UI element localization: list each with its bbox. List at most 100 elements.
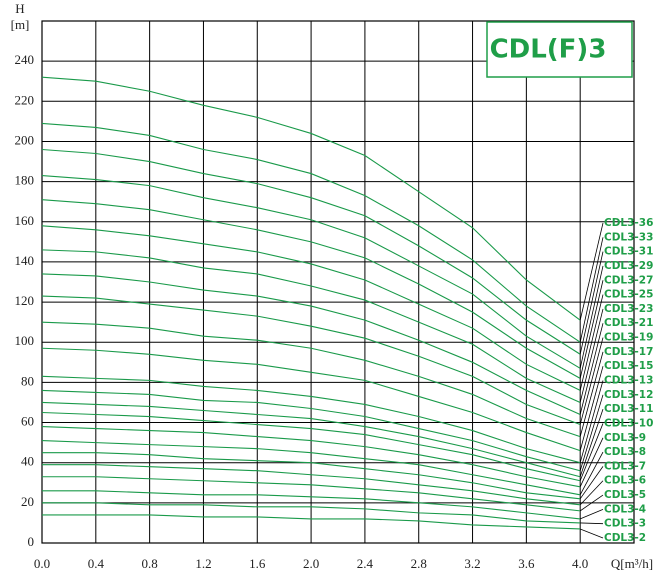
chart-title: CDL(F)3 xyxy=(490,35,607,65)
x-tick-label: 1.2 xyxy=(195,556,211,571)
legend-label: CDL3-5 xyxy=(604,489,646,501)
legend-label: CDL3-2 xyxy=(604,532,646,544)
legend-label: CDL3-27 xyxy=(604,274,653,286)
y-tick-label: 200 xyxy=(15,132,35,147)
plot-frame xyxy=(41,20,635,544)
legend-label: CDL3-10 xyxy=(604,417,653,429)
y-tick-label: 140 xyxy=(15,253,35,268)
x-axis-label: Q[m³/h] xyxy=(611,556,653,571)
pump-curve xyxy=(41,347,581,452)
legend-label: CDL3-17 xyxy=(604,346,653,358)
legend-label: CDL3-3 xyxy=(604,518,646,530)
legend-label: CDL3-33 xyxy=(604,231,653,243)
leader-line xyxy=(579,323,604,415)
legend-label: CDL3-12 xyxy=(604,389,653,401)
pump-curve xyxy=(41,122,581,343)
pump-curve xyxy=(41,249,581,403)
y-tick-label: 180 xyxy=(15,173,35,188)
y-axis-unit: [m] xyxy=(11,17,30,32)
pump-curve xyxy=(41,273,581,416)
legend-label: CDL3-23 xyxy=(604,303,653,315)
y-tick-label: 40 xyxy=(21,454,34,469)
pump-curve xyxy=(41,440,581,496)
title-box xyxy=(486,21,633,78)
pump-curve xyxy=(42,464,581,506)
legend-label: CDL3-6 xyxy=(604,475,646,487)
pump-curve xyxy=(42,452,581,500)
y-axis-label: H xyxy=(15,1,24,16)
leader-line xyxy=(579,394,604,471)
leader-line xyxy=(579,237,604,343)
leader-line xyxy=(580,528,604,539)
y-tick-label: 100 xyxy=(15,333,35,348)
x-tick-label: 4.0 xyxy=(572,556,588,571)
legend-label: CDL3-4 xyxy=(604,503,646,515)
pump-curve xyxy=(41,389,581,472)
leader-line xyxy=(579,409,604,477)
legend-label: CDL3-25 xyxy=(604,289,653,301)
x-tick-label: 2.0 xyxy=(303,556,319,571)
legend-label: CDL3-31 xyxy=(604,246,653,258)
y-tick-label: 120 xyxy=(15,293,35,308)
pump-curve xyxy=(41,199,581,379)
leader-line xyxy=(579,251,604,355)
leader-line xyxy=(579,280,604,379)
legend-label: CDL3-15 xyxy=(604,360,653,372)
pump-curve xyxy=(42,502,581,524)
leader-line xyxy=(579,466,604,500)
pump-curve xyxy=(42,490,581,520)
legend-label: CDL3-7 xyxy=(604,460,646,472)
legend-label: CDL3-19 xyxy=(604,332,653,344)
pump-curve xyxy=(42,476,581,512)
leader-line xyxy=(579,366,604,451)
leader-line xyxy=(579,494,604,512)
x-tick-label: 0.8 xyxy=(142,556,158,571)
x-tick-label: 3.6 xyxy=(518,556,535,571)
x-tick-label: 2.4 xyxy=(357,556,374,571)
legend-label: CDL3-36 xyxy=(604,217,653,229)
pump-curve xyxy=(41,76,581,321)
y-tick-label: 60 xyxy=(21,414,34,429)
leader-line xyxy=(579,294,604,391)
pump-curve xyxy=(41,426,581,488)
x-tick-label: 0.0 xyxy=(34,556,50,571)
leader-line xyxy=(579,480,604,506)
leader-line xyxy=(580,508,604,520)
pump-curve xyxy=(41,148,581,355)
pump-curve xyxy=(41,175,581,369)
y-tick-label: 80 xyxy=(21,373,34,388)
y-tick-label: 240 xyxy=(15,52,35,67)
y-tick-label: 0 xyxy=(28,534,35,549)
x-tick-label: 2.8 xyxy=(411,556,427,571)
leader-line xyxy=(580,522,604,525)
y-tick-label: 160 xyxy=(15,213,35,228)
pump-curve xyxy=(41,401,581,478)
x-tick-label: 3.2 xyxy=(464,556,480,571)
leader-line xyxy=(579,308,604,403)
pump-curve xyxy=(41,411,581,482)
legend-label: CDL3-29 xyxy=(604,260,653,272)
y-tick-label: 220 xyxy=(15,92,35,107)
leader-line xyxy=(579,351,604,437)
leader-line xyxy=(579,423,604,481)
pump-curve xyxy=(41,225,581,391)
pump-curve xyxy=(42,514,581,530)
leader-line xyxy=(579,222,604,321)
pump-curve xyxy=(41,375,581,464)
leader-line xyxy=(579,265,604,369)
leader-line xyxy=(579,451,604,496)
pump-curve xyxy=(41,295,581,426)
leader-line xyxy=(579,437,604,487)
x-tick-label: 1.6 xyxy=(249,556,266,571)
pump-curve xyxy=(41,321,581,438)
legend-label: CDL3-8 xyxy=(604,446,646,458)
leader-line xyxy=(579,337,604,425)
legend-label: CDL3-11 xyxy=(604,403,653,415)
x-tick-label: 0.4 xyxy=(88,556,105,571)
y-tick-label: 20 xyxy=(21,494,34,509)
legend-label: CDL3-21 xyxy=(604,317,653,329)
legend-label: CDL3-9 xyxy=(604,432,646,444)
leader-line xyxy=(579,380,604,463)
legend-label: CDL3-13 xyxy=(604,375,653,387)
